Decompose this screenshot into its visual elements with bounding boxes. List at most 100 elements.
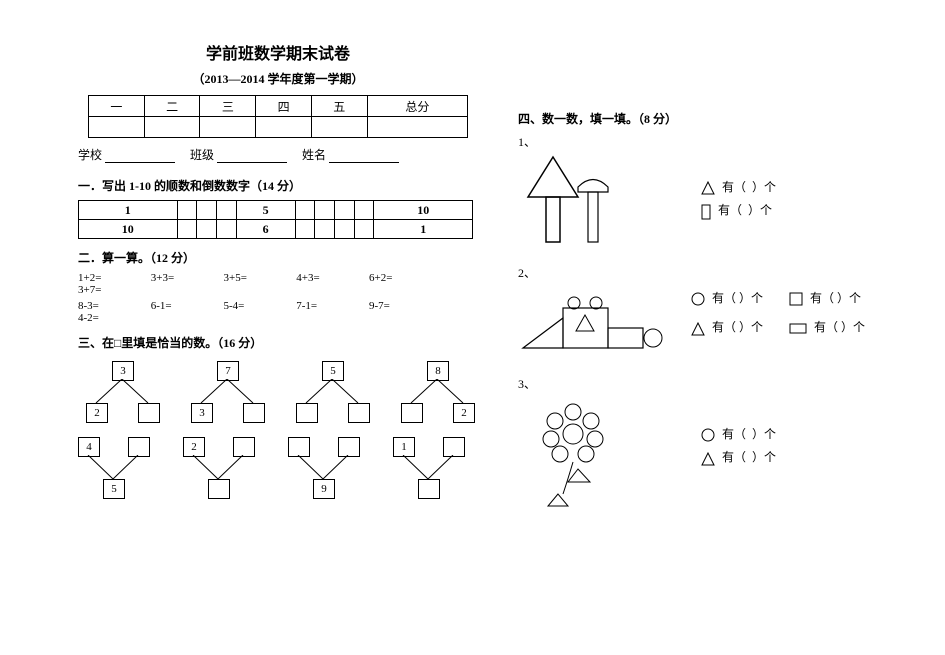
exam-subtitle: （2013—2014 学年度第一学期）	[78, 70, 478, 87]
tree-box: 9	[313, 479, 335, 499]
count-text: 有（ ）个	[810, 291, 861, 305]
count-text: 有（ ）个	[722, 180, 776, 194]
tree-box: 1	[393, 437, 415, 457]
q4-2: 2、 有（ ）个 有（ ）个	[518, 264, 888, 363]
tree-box: 4	[78, 437, 100, 457]
name-label: 姓名	[302, 148, 326, 162]
seq-cell	[295, 201, 315, 220]
seq-cell	[216, 220, 236, 239]
calc-item: 8-3=	[78, 300, 148, 312]
score-head-5: 五	[311, 96, 367, 117]
tree-box: 2	[453, 403, 475, 423]
score-cell	[89, 117, 145, 138]
school-blank	[105, 162, 175, 163]
score-cell	[200, 117, 256, 138]
score-head-total: 总分	[367, 96, 467, 117]
tree-box: 7	[217, 361, 239, 381]
seq-cell	[216, 201, 236, 220]
section-2-head: 二．算一算。（12 分）	[78, 249, 478, 266]
calc-item: 4-2=	[78, 312, 148, 324]
score-cell	[256, 117, 312, 138]
seq-cell	[315, 201, 335, 220]
score-head-1: 一	[89, 96, 145, 117]
q4-3-labels: 有（ ）个 有（ ）个	[701, 419, 776, 472]
seq-cell: 1	[374, 220, 473, 239]
seq-cell: 6	[236, 220, 295, 239]
calc-item: 4+3=	[296, 272, 366, 284]
tree-box	[138, 403, 160, 423]
calc-row-1: 1+2= 3+3= 3+5= 4+3= 6+2= 3+7=	[78, 272, 478, 296]
seq-cell	[354, 201, 374, 220]
q4-1-figure	[518, 152, 648, 252]
q4-1: 1、 有（ ）个 有（ ）个	[518, 133, 888, 252]
count-text: 有（ ）个	[712, 291, 763, 305]
q4-3: 3、 有（ ）个	[518, 375, 888, 514]
count-text: 有（ ）个	[814, 320, 865, 334]
seq-cell	[315, 220, 335, 239]
tree-box: 2	[86, 403, 108, 423]
seq-cell: 10	[79, 220, 178, 239]
seq-cell	[335, 220, 355, 239]
q4-3-figure	[518, 394, 638, 514]
seq-cell	[197, 201, 217, 220]
tree-box	[338, 437, 360, 457]
tree-box	[128, 437, 150, 457]
count-text: 有（ ）个	[712, 320, 763, 334]
q-label: 1、	[518, 133, 888, 150]
q4-2-labels: 有（ ）个 有（ ）个 有（ ）个 有（ ）个	[691, 283, 865, 342]
score-head-3: 三	[200, 96, 256, 117]
score-head-2: 二	[144, 96, 200, 117]
count-text: 有（ ）个	[718, 203, 772, 217]
seq-cell	[295, 220, 315, 239]
seq-cell: 10	[374, 201, 473, 220]
tree-box	[288, 437, 310, 457]
calc-item: 7-1=	[296, 300, 366, 312]
q-label: 2、	[518, 264, 888, 281]
tree-box	[348, 403, 370, 423]
tree-box	[243, 403, 265, 423]
tree-box	[233, 437, 255, 457]
tree-box: 5	[322, 361, 344, 381]
tree-box	[401, 403, 423, 423]
school-label: 学校	[78, 148, 102, 162]
tree-box	[208, 479, 230, 499]
tree-box: 3	[112, 361, 134, 381]
q-label: 3、	[518, 375, 888, 392]
class-blank	[217, 162, 287, 163]
score-cell	[311, 117, 367, 138]
calc-item: 5-4=	[224, 300, 294, 312]
sequence-table: 1 5 10 10 6 1	[78, 200, 473, 239]
score-head-4: 四	[256, 96, 312, 117]
calc-item: 6+2=	[369, 272, 439, 284]
section-4-head: 四、数一数，填一填。（8 分）	[518, 110, 888, 127]
q4-1-labels: 有（ ）个 有（ ）个	[701, 172, 776, 226]
calc-item: 9-7=	[369, 300, 439, 312]
seq-cell	[335, 201, 355, 220]
tree-box: 2	[183, 437, 205, 457]
tree-box	[418, 479, 440, 499]
tree-box	[296, 403, 318, 423]
calc-item: 3+3=	[151, 272, 221, 284]
number-bond-trees: 3 2 4 5 7 3 2 5	[78, 361, 478, 521]
section-3-head: 三、在□里填是恰当的数。（16 分）	[78, 334, 478, 351]
calc-row-2: 8-3= 6-1= 5-4= 7-1= 9-7= 4-2=	[78, 300, 478, 324]
calc-item: 3+7=	[78, 284, 148, 296]
seq-cell	[177, 220, 197, 239]
score-table: 一 二 三 四 五 总分	[88, 95, 468, 138]
q4-2-figure	[518, 283, 678, 363]
tree-box: 5	[103, 479, 125, 499]
calc-item: 1+2=	[78, 272, 148, 284]
score-cell	[367, 117, 467, 138]
student-info: 学校 班级 姓名	[78, 146, 478, 163]
seq-cell	[177, 201, 197, 220]
section-1-head: 一．写出 1-10 的顺数和倒数数字（14 分）	[78, 177, 478, 194]
count-text: 有（ ）个	[722, 427, 776, 441]
count-text: 有（ ）个	[722, 450, 776, 464]
calc-item: 6-1=	[151, 300, 221, 312]
score-cell	[144, 117, 200, 138]
exam-title: 学前班数学期末试卷	[78, 40, 478, 64]
class-label: 班级	[190, 148, 214, 162]
calc-item: 3+5=	[224, 272, 294, 284]
seq-cell: 5	[236, 201, 295, 220]
tree-box: 3	[191, 403, 213, 423]
